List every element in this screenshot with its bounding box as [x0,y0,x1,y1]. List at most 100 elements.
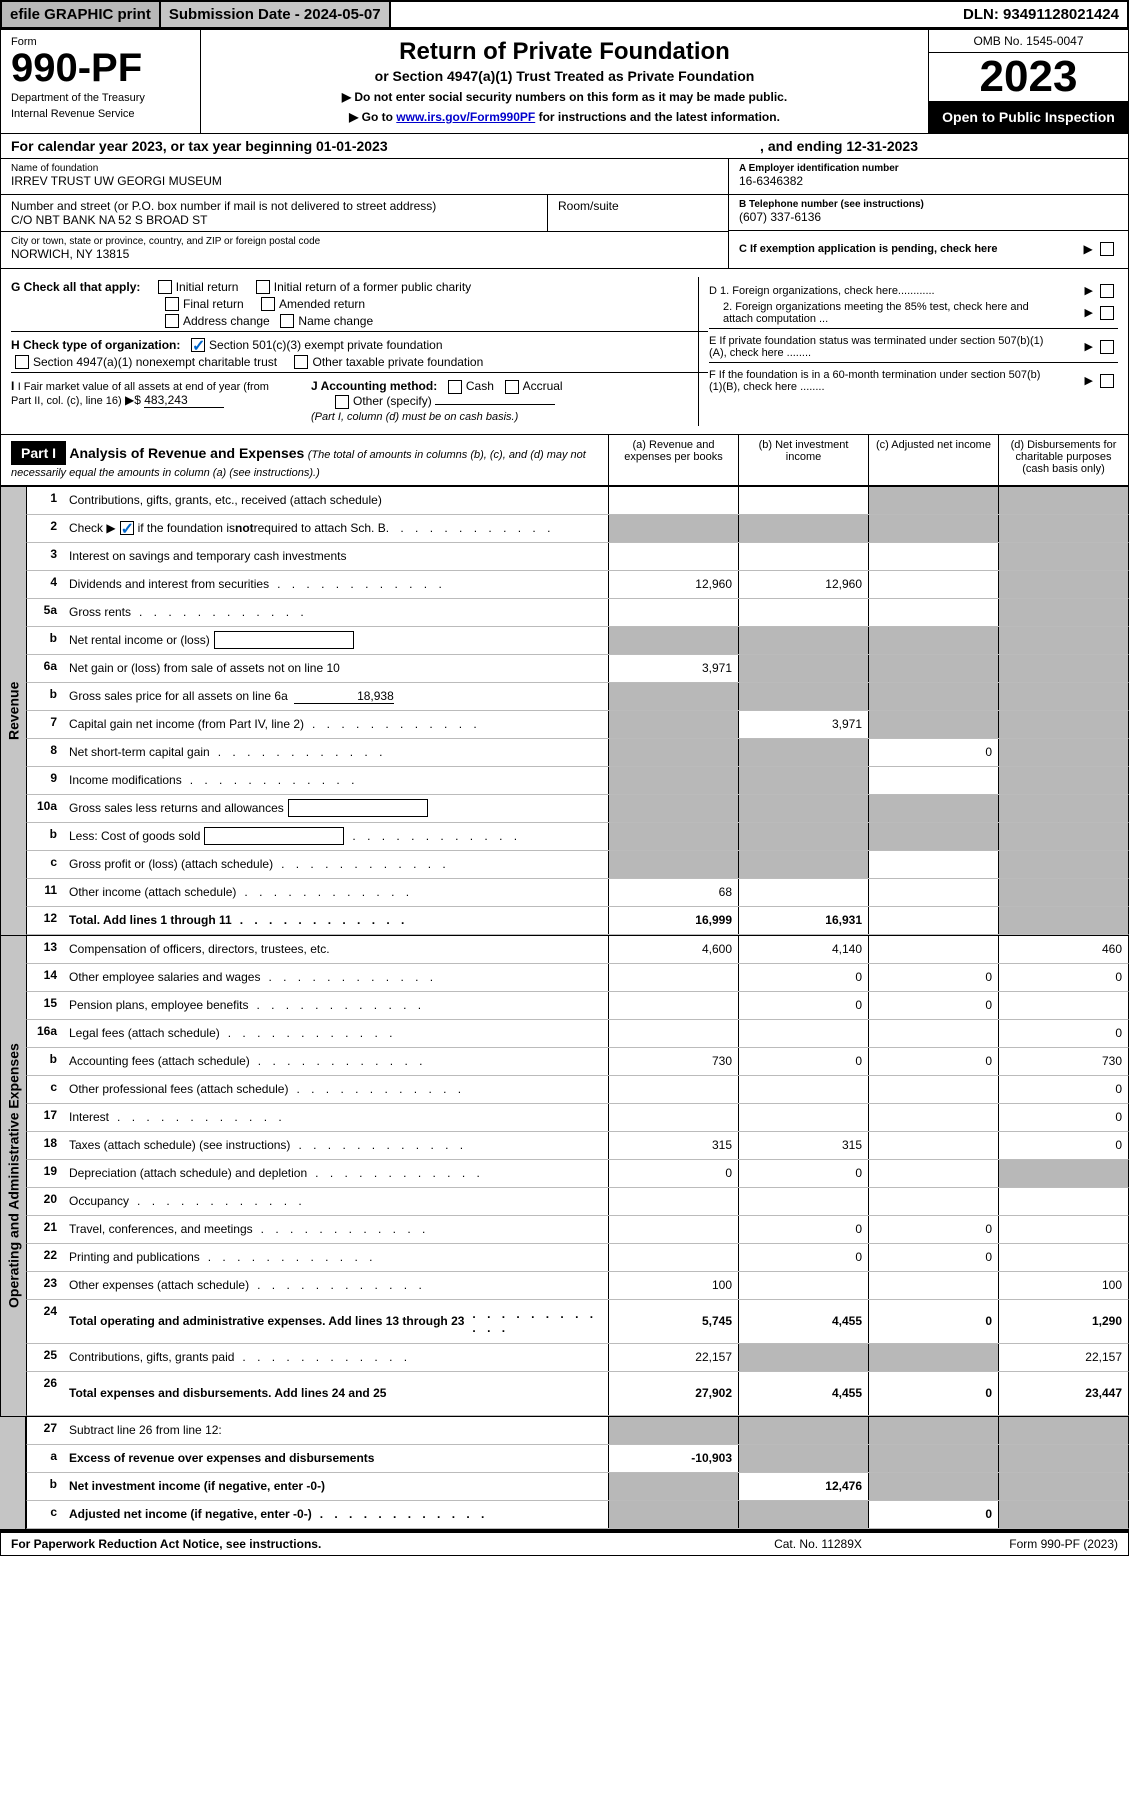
h-4947-checkbox[interactable] [15,355,29,369]
phone-row: B Telephone number (see instructions) (6… [729,195,1128,231]
cell-col-b: 0 [738,992,868,1019]
h-501c3-checkbox[interactable] [191,338,205,352]
cell-col-b [738,1272,868,1299]
line-number: 15 [27,992,65,1019]
line-description: Dividends and interest from securities .… [65,571,608,598]
instruction-1: ▶ Do not enter social security numbers o… [209,90,920,104]
table-row: 4Dividends and interest from securities … [26,571,1129,599]
cell-col-c: 0 [868,992,998,1019]
cell-col-b [738,739,868,766]
cell-col-d [998,1244,1128,1271]
cell-col-d [998,851,1128,878]
d2-checkbox[interactable] [1100,306,1114,320]
table-row: 18Taxes (attach schedule) (see instructi… [26,1132,1129,1160]
line-number: 5a [27,599,65,626]
h-other-checkbox[interactable] [294,355,308,369]
table-row: 25Contributions, gifts, grants paid . . … [26,1344,1129,1372]
cell-col-d [998,1473,1128,1500]
cell-col-c [868,879,998,906]
line-number: b [27,683,65,710]
cell-col-a [608,1020,738,1047]
part1-header-row: Part I Analysis of Revenue and Expenses … [0,435,1129,486]
cell-col-a [608,964,738,991]
cell-col-b [738,683,868,710]
open-public-badge: Open to Public Inspection [929,101,1128,133]
cell-col-b [738,767,868,794]
cell-col-a [608,1417,738,1444]
table-row: cAdjusted net income (if negative, enter… [26,1501,1129,1529]
cell-col-c [868,795,998,822]
cell-col-d: 0 [998,1076,1128,1103]
cell-col-c [868,767,998,794]
cell-col-d: 23,447 [998,1372,1128,1415]
form-header: Form 990-PF Department of the Treasury I… [0,29,1129,134]
g-initial-checkbox[interactable] [158,280,172,294]
j-accrual-checkbox[interactable] [505,380,519,394]
irs-link[interactable]: www.irs.gov/Form990PF [396,110,535,124]
c-checkbox[interactable] [1100,242,1114,256]
g-former-checkbox[interactable] [256,280,270,294]
f-checkbox[interactable] [1100,374,1114,388]
cell-col-c: 0 [868,739,998,766]
cell-col-b [738,655,868,682]
line-description: Taxes (attach schedule) (see instruction… [65,1132,608,1159]
line-description: Less: Cost of goods sold . . . . . . . .… [65,823,608,850]
j-cash-checkbox[interactable] [448,380,462,394]
col-b-header: (b) Net investment income [738,435,868,485]
street-row: Number and street (or P.O. box number if… [1,195,548,231]
line-number: b [27,1048,65,1075]
line-description: Interest on savings and temporary cash i… [65,543,608,570]
cell-col-c: 0 [868,964,998,991]
cell-col-d: 0 [998,1020,1128,1047]
table-row: 12Total. Add lines 1 through 11 . . . . … [26,907,1129,935]
j-other-checkbox[interactable] [335,395,349,409]
dln-label: DLN: 93491128021424 [955,2,1127,27]
expenses-side-label: Operating and Administrative Expenses [0,936,26,1416]
table-row: 5aGross rents . . . . . . . . . . . . [26,599,1129,627]
expenses-section: Operating and Administrative Expenses 13… [0,935,1129,1416]
line-description: Net investment income (if negative, ente… [65,1473,608,1500]
cell-col-c: 0 [868,1048,998,1075]
cell-col-c [868,1132,998,1159]
g-address-checkbox[interactable] [165,314,179,328]
name-row: Name of foundation IRREV TRUST UW GEORGI… [1,159,728,195]
cal-year-ending: , and ending 12-31-2023 [760,138,918,154]
cell-col-d: 100 [998,1272,1128,1299]
e-checkbox[interactable] [1100,340,1114,354]
cell-col-b [738,851,868,878]
cell-col-a: 315 [608,1132,738,1159]
line-description: Adjusted net income (if negative, enter … [65,1501,608,1528]
d1-checkbox[interactable] [1100,284,1114,298]
cell-col-b [738,543,868,570]
line-number: 19 [27,1160,65,1187]
cell-col-a [608,739,738,766]
cell-col-a [608,627,738,654]
cell-col-b [738,1104,868,1131]
cell-col-b: 4,455 [738,1300,868,1343]
table-row: bLess: Cost of goods sold . . . . . . . … [26,823,1129,851]
cell-col-b: 0 [738,1160,868,1187]
line-description: Gross sales price for all assets on line… [65,683,608,710]
line-description: Check ▶ if the foundation is not require… [65,515,608,542]
table-row: 24Total operating and administrative exp… [26,1300,1129,1344]
cell-col-c [868,1076,998,1103]
table-row: bGross sales price for all assets on lin… [26,683,1129,711]
cell-col-c [868,1188,998,1215]
g-amended-checkbox[interactable] [261,297,275,311]
line-number: 16a [27,1020,65,1047]
col-d-header: (d) Disbursements for charitable purpose… [998,435,1128,485]
table-row: 6aNet gain or (loss) from sale of assets… [26,655,1129,683]
fmv-value: 483,243 [144,393,224,408]
g-name-checkbox[interactable] [280,314,294,328]
ein-row: A Employer identification number 16-6346… [729,159,1128,195]
efile-label[interactable]: efile GRAPHIC print [2,2,161,27]
cell-col-a [608,543,738,570]
schb-checkbox[interactable] [120,521,134,535]
cell-col-c [868,1344,998,1371]
cell-col-c [868,683,998,710]
cell-col-a [608,599,738,626]
table-row: 1Contributions, gifts, grants, etc., rec… [26,487,1129,515]
cell-col-c [868,1160,998,1187]
g-final-checkbox[interactable] [165,297,179,311]
cell-col-a [608,1188,738,1215]
